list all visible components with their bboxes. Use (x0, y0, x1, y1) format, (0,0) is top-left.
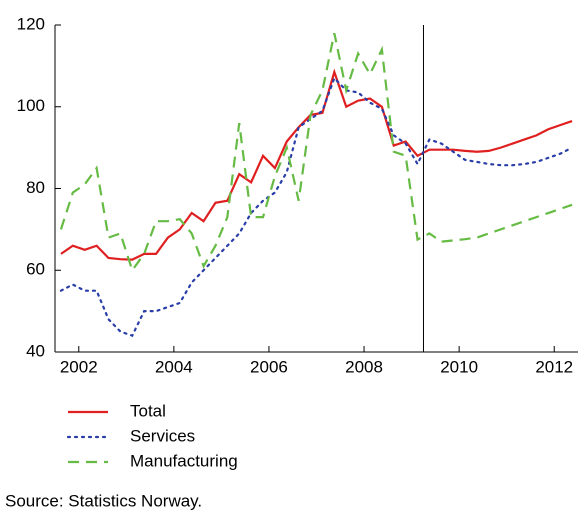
legend-label: Total (130, 401, 166, 420)
y-tick-label: 40 (26, 341, 45, 360)
legend-label: Services (130, 426, 195, 445)
x-tick-label: 2010 (440, 357, 478, 376)
x-tick-label: 2008 (345, 357, 383, 376)
y-tick-label: 100 (17, 96, 45, 115)
x-tick-label: 2004 (155, 357, 193, 376)
series-line (59, 76, 574, 338)
y-tick-label: 120 (17, 14, 45, 33)
series-line (60, 68, 573, 261)
x-tick-label: 2006 (250, 357, 288, 376)
y-tick-label: 60 (26, 260, 45, 279)
x-tick-label: 2012 (535, 357, 573, 376)
y-tick-label: 80 (26, 178, 45, 197)
series-line (59, 32, 573, 273)
source-note: Source: Statistics Norway. (5, 491, 202, 510)
legend-label: Manufacturing (130, 451, 238, 470)
x-tick-label: 2002 (60, 357, 98, 376)
